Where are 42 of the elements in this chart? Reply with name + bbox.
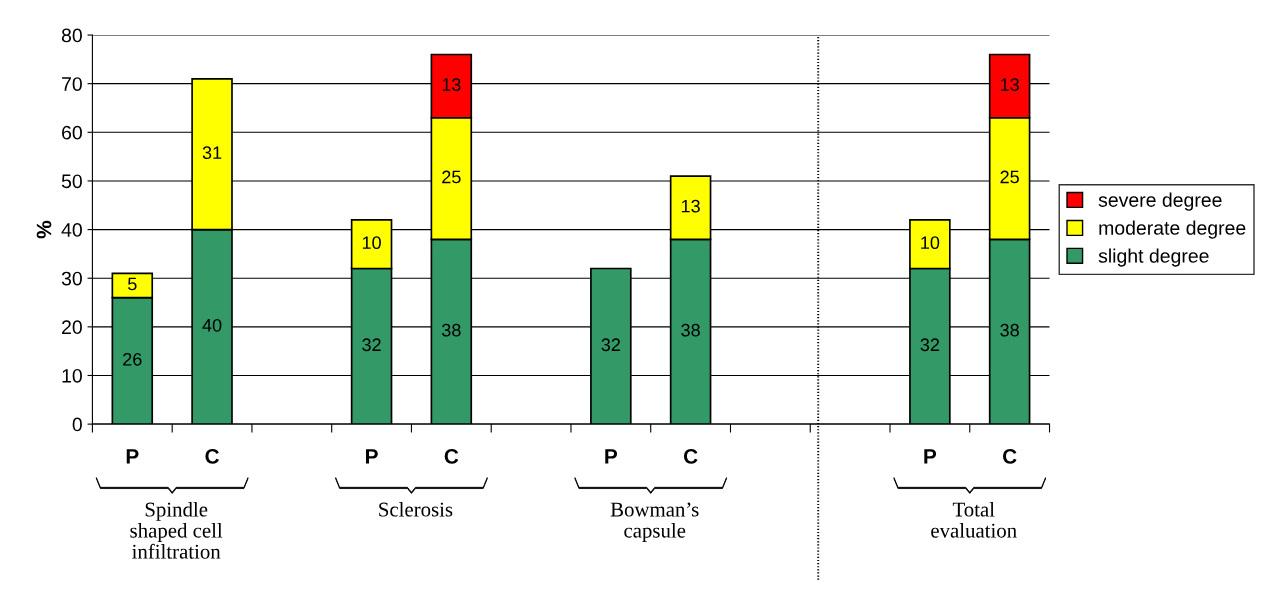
data-label: 10 (362, 236, 381, 250)
data-label: 25 (442, 170, 461, 184)
y-tick-label: 10 (62, 368, 82, 383)
data-label: 13 (1000, 78, 1019, 91)
legend-label: slight degree (1098, 248, 1209, 267)
legend-label: severe degree (1098, 192, 1222, 211)
data-label: 10 (921, 236, 940, 250)
y-tick-label: 70 (62, 77, 82, 91)
legend-label: moderate degree (1099, 220, 1246, 239)
y-tick-label: 30 (61, 271, 82, 286)
text: Total evaluation (931, 501, 1017, 538)
x-tick-label: P (366, 449, 378, 464)
data-label: 5 (128, 277, 137, 291)
x-tick-label: P (924, 449, 937, 464)
text: Bowman’s capsule (610, 502, 699, 542)
data-label: 38 (681, 323, 700, 337)
data-label: 40 (202, 318, 222, 332)
y-tick-label: 80 (61, 28, 82, 43)
data-label: 26 (123, 352, 142, 366)
y-tick-label: 50 (61, 174, 82, 189)
data-label: 25 (1000, 170, 1019, 184)
data-label: 32 (601, 338, 620, 352)
x-tick-label: C (683, 449, 698, 464)
data-label: 13 (442, 78, 461, 91)
y-tick-label: 0 (72, 417, 82, 432)
data-label: 13 (681, 199, 700, 213)
x-tick-label: C (1002, 449, 1017, 464)
x-tick-label: P (605, 449, 618, 464)
data-label: 38 (441, 323, 461, 337)
data-label: 38 (1000, 323, 1019, 337)
text: Sclerosis (379, 501, 453, 517)
y-tick-label: 20 (62, 320, 82, 335)
y-tick-label: 40 (61, 223, 82, 237)
y-tick-label: 60 (62, 125, 82, 140)
text: Spindle shaped cell infiltration (130, 501, 223, 559)
data-label: 31 (202, 146, 222, 160)
y-axis-title: % (36, 220, 52, 239)
x-tick-label: C (444, 449, 459, 464)
data-label: 32 (920, 338, 940, 352)
x-tick-label: P (126, 449, 139, 464)
data-label: 32 (362, 338, 381, 352)
x-tick-label: C (205, 449, 220, 464)
